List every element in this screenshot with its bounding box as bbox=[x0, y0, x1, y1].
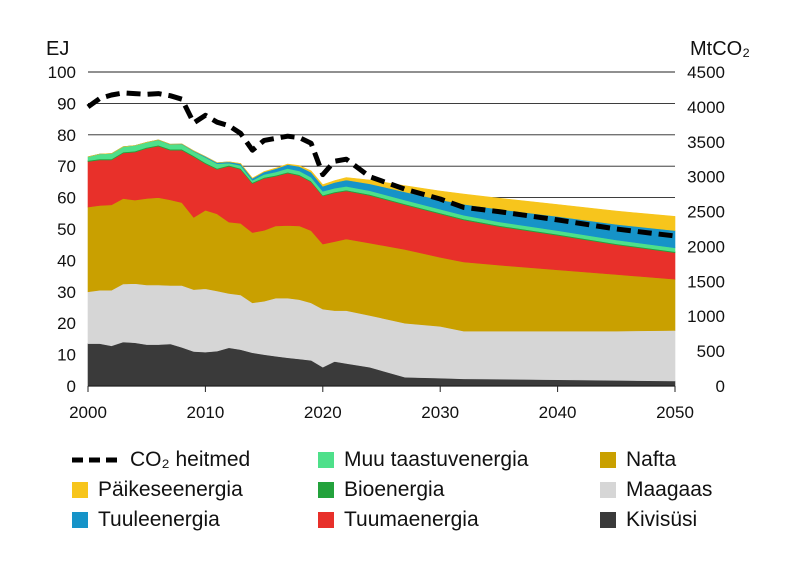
stacked-areas bbox=[87, 139, 676, 387]
x-tick-label: 2010 bbox=[186, 403, 224, 422]
x-tick-label: 2050 bbox=[656, 403, 694, 422]
y-left-tick-label: 70 bbox=[57, 157, 76, 176]
axes: 0102030405060708090100050010001500200025… bbox=[48, 63, 725, 422]
y-right-tick-label: 3000 bbox=[687, 168, 725, 187]
y-right-tick-label: 3500 bbox=[687, 133, 725, 152]
right-axis-unit: MtCO₂ bbox=[690, 38, 750, 60]
x-tick-label: 2030 bbox=[421, 403, 459, 422]
y-left-tick-label: 30 bbox=[57, 283, 76, 302]
y-left-tick-label: 0 bbox=[67, 377, 76, 396]
y-left-tick-label: 60 bbox=[57, 189, 76, 208]
area-paikeseenergia bbox=[87, 139, 676, 231]
y-left-tick-label: 10 bbox=[57, 346, 76, 365]
y-right-tick-label: 0 bbox=[716, 377, 725, 396]
y-left-tick-label: 80 bbox=[57, 126, 76, 145]
co2-emissions-line bbox=[86, 90, 676, 239]
x-tick-label: 2000 bbox=[69, 403, 107, 422]
y-right-tick-label: 4000 bbox=[687, 98, 725, 117]
y-left-tick-label: 40 bbox=[57, 251, 76, 270]
y-right-tick-label: 1000 bbox=[687, 307, 725, 326]
y-right-tick-label: 2500 bbox=[687, 203, 725, 222]
y-left-tick-label: 90 bbox=[57, 94, 76, 113]
left-axis-unit: EJ bbox=[46, 38, 69, 60]
y-right-tick-label: 500 bbox=[697, 342, 725, 361]
co2-line-group bbox=[86, 90, 676, 239]
y-left-tick-label: 20 bbox=[57, 314, 76, 333]
x-tick-label: 2020 bbox=[304, 403, 342, 422]
y-left-tick-label: 50 bbox=[57, 220, 76, 239]
y-right-tick-label: 1500 bbox=[687, 272, 725, 291]
y-right-tick-label: 4500 bbox=[687, 63, 725, 82]
x-tick-label: 2040 bbox=[539, 403, 577, 422]
y-right-tick-label: 2000 bbox=[687, 237, 725, 256]
y-left-tick-label: 100 bbox=[48, 63, 76, 82]
